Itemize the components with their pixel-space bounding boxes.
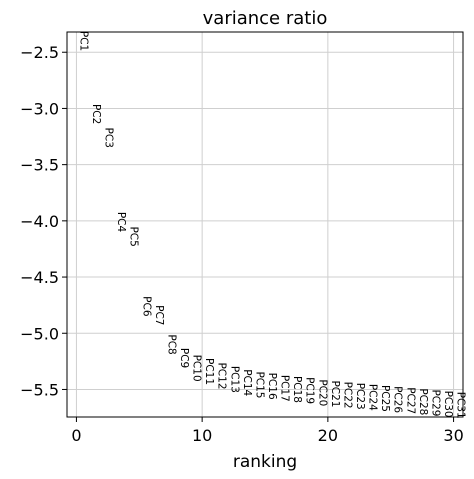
pc-label: PC7	[153, 305, 165, 325]
pc-label: PC9	[178, 348, 190, 368]
grid-lines	[67, 32, 463, 417]
y-tick-label: −4.5	[20, 268, 59, 287]
pc-label: PC28	[417, 388, 429, 415]
pc-label: PC8	[165, 334, 177, 354]
plot-frame	[66, 31, 464, 418]
pc-label: PC27	[404, 387, 416, 414]
x-tick-label: 30	[443, 426, 463, 445]
pc-label: PC2	[90, 104, 102, 124]
y-tick-label: −2.5	[20, 43, 59, 62]
x-tick-label: 10	[192, 426, 212, 445]
pc-label: PC22	[341, 382, 353, 409]
pc-label: PC26	[392, 386, 404, 413]
pc-label: PC23	[354, 383, 366, 410]
pc-label: PC29	[429, 389, 441, 416]
y-tick-label: −5.0	[20, 324, 59, 343]
pc-label: PC4	[115, 212, 127, 233]
x-tick-label: 0	[71, 426, 81, 445]
chart-title: variance ratio	[203, 8, 328, 29]
pc-label: PC16	[266, 373, 278, 400]
y-tick-label: −3.0	[20, 99, 59, 118]
y-axis-ticks: −2.5 −3.0 −3.5 −4.0 −4.5 −5.0 −5.5	[20, 43, 67, 399]
pc-label: PC31	[455, 392, 467, 419]
pc-label: PC12	[216, 362, 228, 389]
pc-label: PC18	[291, 376, 303, 403]
x-axis-ticks: 0 10 20 30	[71, 417, 464, 445]
pc-label: PC1	[77, 31, 89, 51]
pc-label: PC6	[140, 296, 152, 317]
pc-label: PC11	[203, 358, 215, 385]
pc-label: PC20	[316, 379, 328, 406]
y-tick-label: −3.5	[20, 156, 59, 175]
x-tick-label: 20	[318, 426, 338, 445]
pc-label: PC24	[367, 384, 379, 411]
pc-label: PC5	[128, 226, 140, 246]
pc-label: PC21	[329, 380, 341, 407]
y-tick-label: −4.0	[20, 212, 59, 231]
y-tick-label: −5.5	[20, 380, 59, 399]
pc-label: PC3	[103, 128, 115, 148]
pc-label: PC14	[241, 369, 253, 396]
pc-label: PC17	[279, 375, 291, 402]
pc-label: PC13	[228, 366, 240, 393]
x-axis-label: ranking	[233, 452, 297, 472]
pc-label: PC25	[379, 385, 391, 412]
pc-label: PC19	[304, 377, 316, 404]
pc-label: PC15	[253, 371, 265, 398]
pc-label: PC10	[191, 355, 203, 382]
pc-label: PC30	[442, 391, 454, 418]
